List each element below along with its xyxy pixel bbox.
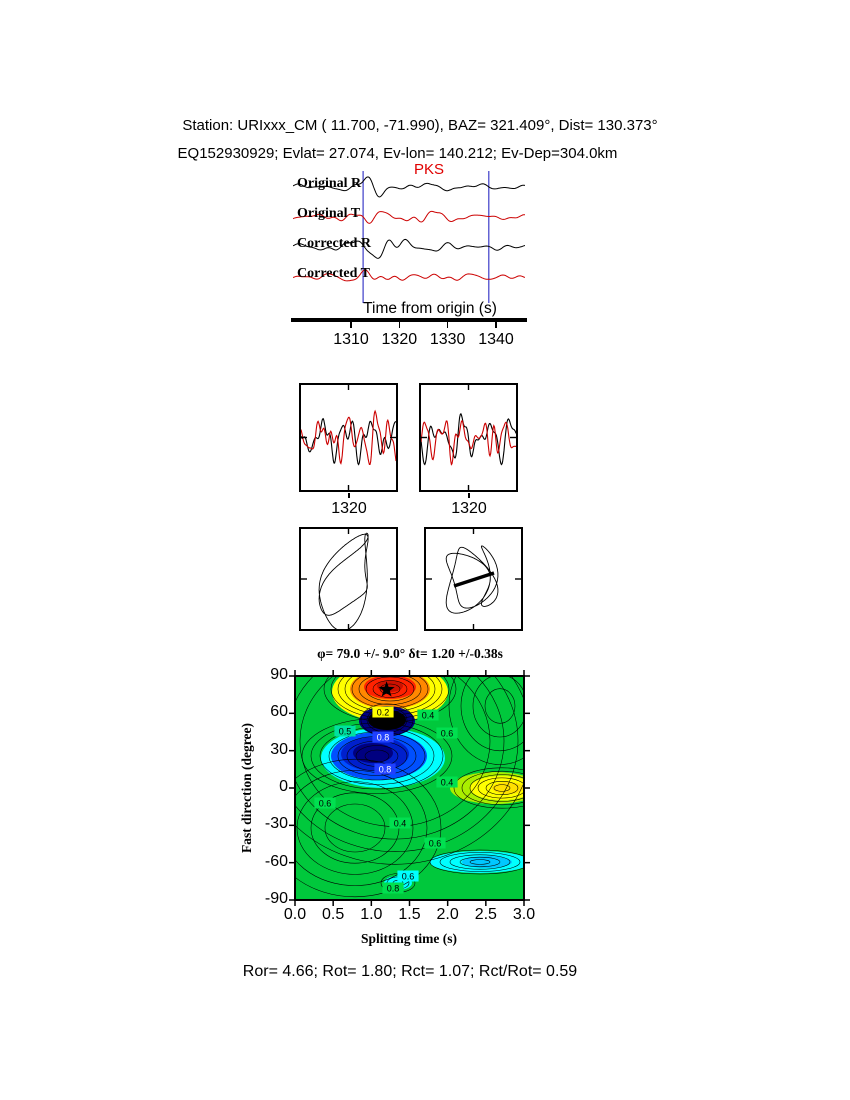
zoom-window-box-2	[419, 383, 518, 492]
quality-metrics-line: Ror= 4.66; Rot= 1.80; Rct= 1.07; Rct/Rot…	[242, 963, 578, 980]
particle-motion-box-1	[299, 527, 398, 631]
contour-ytick-label: -90	[264, 890, 288, 907]
svg-text:0.8: 0.8	[387, 884, 400, 894]
svg-text:0.2: 0.2	[377, 708, 390, 718]
contour-ytick-label: 60	[270, 703, 288, 721]
svg-text:0.5: 0.5	[339, 727, 352, 737]
zoom-tick-label: 1320	[331, 500, 367, 517]
time-axis-tick	[446, 322, 449, 328]
zoom-axis-tick	[348, 493, 350, 498]
contour-xtick-label: 2.0	[436, 906, 459, 923]
svg-text:0.8: 0.8	[377, 733, 390, 743]
phase-label: PKS	[414, 161, 445, 178]
splitting-result-title: φ= 79.0 +/- 9.0° δt= 1.20 +/-0.38s	[317, 646, 503, 661]
svg-text:0.4: 0.4	[422, 711, 435, 721]
contour-y-axis-title: Fast direction (degree)	[239, 723, 254, 853]
trace-label-corrected-t: Corrected T	[297, 266, 370, 281]
time-tick-label: 1340	[478, 331, 514, 348]
time-tick-label: 1320	[381, 331, 418, 348]
contour-xtick-label: 0.0	[283, 906, 307, 923]
time-axis-line	[291, 318, 527, 322]
svg-text:0.6: 0.6	[319, 799, 332, 809]
trace-label-corrected-r: Corrected R	[297, 236, 371, 251]
contour-ytick-label: 90	[270, 666, 288, 683]
zoom-window-plot-2	[421, 385, 516, 490]
time-axis-title: Time from origin (s)	[363, 300, 497, 317]
contour-xtick-label: 2.5	[474, 906, 497, 923]
svg-text:0.6: 0.6	[441, 729, 454, 739]
svg-text:0.6: 0.6	[429, 839, 442, 849]
svg-text:0.4: 0.4	[394, 819, 407, 829]
particle-motion-plot-2	[426, 529, 521, 629]
svg-text:0.4: 0.4	[441, 778, 454, 788]
contour-ytick-label: -60	[264, 852, 288, 870]
contour-ytick-label: -30	[264, 815, 288, 833]
contour-xtick-label: 1.0	[360, 906, 383, 923]
time-axis-tick	[495, 322, 497, 328]
contour-ytick-label: 30	[270, 740, 288, 758]
station-info-line: Station: URIxxx_CM ( 11.700, -71.990), B…	[182, 117, 658, 134]
time-tick-label: 1330	[429, 331, 466, 348]
misfit-contour-plot: 0.2 0.40.50.8 0.60.80.40.60.40.60.60.8	[289, 670, 530, 906]
event-info-line: EQ152930929; Evlat= 27.074, Ev-lon= 140.…	[177, 145, 618, 162]
contour-xtick-label: 1.5	[398, 906, 421, 923]
time-axis-tick	[398, 322, 401, 328]
trace-label-original-t: Original T	[297, 206, 361, 221]
particle-motion-box-2	[424, 527, 523, 631]
contour-xtick-label: 0.5	[322, 906, 345, 923]
zoom-tick-label: 1320	[451, 500, 487, 517]
svg-text:0.6: 0.6	[402, 872, 415, 882]
time-axis-tick	[350, 322, 352, 328]
contour-ytick-label: 0	[279, 778, 288, 795]
zoom-axis-tick	[468, 493, 470, 498]
particle-motion-plot-1	[301, 529, 396, 629]
contour-xtick-label: 3.0	[512, 906, 536, 923]
zoom-window-plot-1	[301, 385, 396, 490]
waveform-panel	[293, 171, 525, 303]
svg-text:0.8: 0.8	[379, 765, 392, 775]
zoom-window-box-1	[299, 383, 398, 492]
trace-label-original-r: Original R	[297, 176, 362, 191]
contour-x-axis-title: Splitting time (s)	[361, 931, 457, 946]
time-tick-label: 1310	[333, 331, 369, 348]
